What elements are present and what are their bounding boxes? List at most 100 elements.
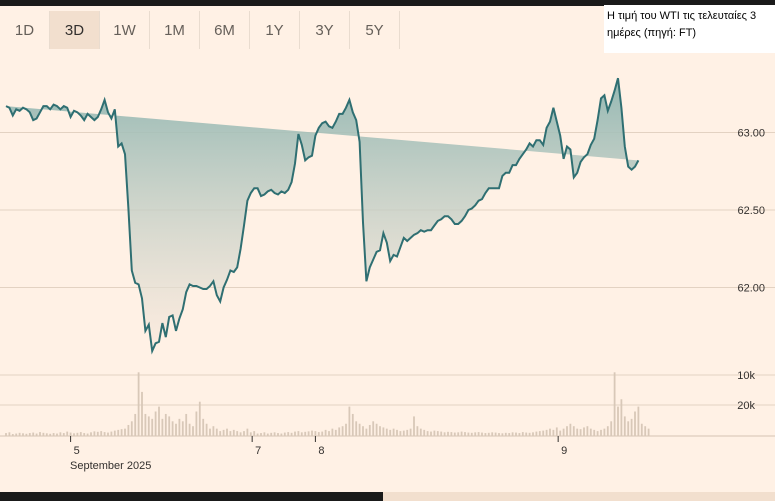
x-tick-label: 5 xyxy=(74,445,80,457)
volume-bar xyxy=(311,430,313,436)
volume-bar xyxy=(49,433,52,436)
volume-bar xyxy=(508,433,511,436)
volume-bar xyxy=(515,432,517,436)
volume-bar xyxy=(562,428,565,436)
volume-bar xyxy=(477,432,480,436)
volume-bar xyxy=(236,431,239,436)
volume-bar xyxy=(11,434,14,436)
progress-bar-track xyxy=(383,492,775,501)
tab-1d[interactable]: 1D xyxy=(0,11,50,49)
volume-bar xyxy=(331,428,334,436)
volume-bar xyxy=(73,433,75,436)
volume-bar xyxy=(215,428,218,436)
volume-bar xyxy=(195,411,198,436)
volume-bar xyxy=(617,406,619,436)
x-tick-label: 9 xyxy=(561,445,567,457)
volume-bar xyxy=(589,428,592,436)
chart-caption: Η τιμή του WTI τις τελευταίες 3 ημέρες (… xyxy=(604,5,775,53)
volume-bar xyxy=(613,372,616,436)
tab-1y[interactable]: 1Y xyxy=(250,11,300,49)
volume-tick-label: 10k xyxy=(737,370,755,382)
volume-bar xyxy=(161,418,164,436)
volume-bar xyxy=(498,433,500,436)
volume-bar xyxy=(348,406,351,436)
volume-bar xyxy=(355,421,358,436)
volume-bar xyxy=(535,431,538,436)
volume-bar xyxy=(542,430,545,436)
volume-bar xyxy=(120,429,123,436)
volume-bar xyxy=(464,432,466,436)
volume-bar xyxy=(62,433,65,436)
volume-bar xyxy=(345,423,347,436)
volume-bar xyxy=(328,431,330,436)
tab-1w[interactable]: 1W xyxy=(100,11,150,49)
volume-bar xyxy=(620,399,623,436)
volume-bar xyxy=(232,429,235,436)
volume-bar xyxy=(555,427,558,436)
volume-bar xyxy=(623,416,626,436)
volume-bar xyxy=(175,423,177,436)
volume-bar xyxy=(188,423,191,436)
volume-bar xyxy=(18,432,21,436)
volume-bar xyxy=(280,433,283,436)
volume-bar xyxy=(389,429,392,436)
volume-bar xyxy=(52,433,55,436)
volume-bar xyxy=(552,429,555,436)
y-axis-labels: 62.00 62.50 63.00 xyxy=(737,128,765,295)
volume-bar xyxy=(198,401,201,436)
volume-bar xyxy=(324,429,327,436)
volume-bar xyxy=(8,432,11,436)
volume-bar xyxy=(22,433,24,436)
volume-bar xyxy=(304,431,307,436)
tab-5y[interactable]: 5Y xyxy=(350,11,400,49)
volume-bar xyxy=(368,424,371,436)
volume-bar xyxy=(419,428,422,436)
volume-bar xyxy=(549,428,551,436)
volume-bar xyxy=(151,418,154,436)
volume-bar xyxy=(521,432,524,436)
tab-3y[interactable]: 3Y xyxy=(300,11,350,49)
volume-bar xyxy=(137,372,140,436)
volume-bar xyxy=(270,432,273,436)
y-tick-label: 63.00 xyxy=(737,128,765,140)
volume-bar xyxy=(559,430,562,436)
volume-bar xyxy=(66,431,69,436)
volume-bar xyxy=(423,429,426,436)
volume-bar xyxy=(593,429,596,436)
volume-bar xyxy=(287,432,290,436)
volume-bar xyxy=(385,428,388,436)
volume-axis-labels: 20k 10k xyxy=(737,370,755,412)
volume-bar xyxy=(300,432,303,436)
volume-bar xyxy=(453,432,456,436)
volume-bar xyxy=(362,426,364,436)
volume-bar xyxy=(426,431,429,436)
tab-1m[interactable]: 1M xyxy=(150,11,200,49)
tab-3d[interactable]: 3D xyxy=(50,11,100,49)
y-tick-label: 62.50 xyxy=(737,205,765,217)
volume-bar xyxy=(25,433,28,436)
volume-bar xyxy=(440,431,443,436)
volume-bar xyxy=(249,432,252,436)
volume-bar xyxy=(457,432,460,436)
price-line xyxy=(5,77,640,355)
volume-bar xyxy=(192,426,194,436)
volume-bar xyxy=(42,432,45,436)
tab-6m[interactable]: 6M xyxy=(200,11,250,49)
x-axis-sublabel: September 2025 xyxy=(70,460,151,472)
volume-bar xyxy=(338,427,341,436)
volume-bar xyxy=(640,423,643,436)
volume-bar xyxy=(630,418,633,436)
volume-bar xyxy=(321,431,324,436)
volume-bar xyxy=(96,431,99,436)
volume-bar xyxy=(229,431,232,436)
volume-bar xyxy=(610,421,613,436)
volume-bar xyxy=(392,428,395,436)
volume-bar xyxy=(504,432,507,436)
volume-bar xyxy=(583,427,585,436)
volume-bar xyxy=(205,423,208,436)
volume-bar xyxy=(246,428,249,436)
price-area xyxy=(6,78,639,351)
volume-bar xyxy=(168,416,171,436)
volume-bar xyxy=(253,431,256,436)
volume-bar xyxy=(144,413,147,436)
